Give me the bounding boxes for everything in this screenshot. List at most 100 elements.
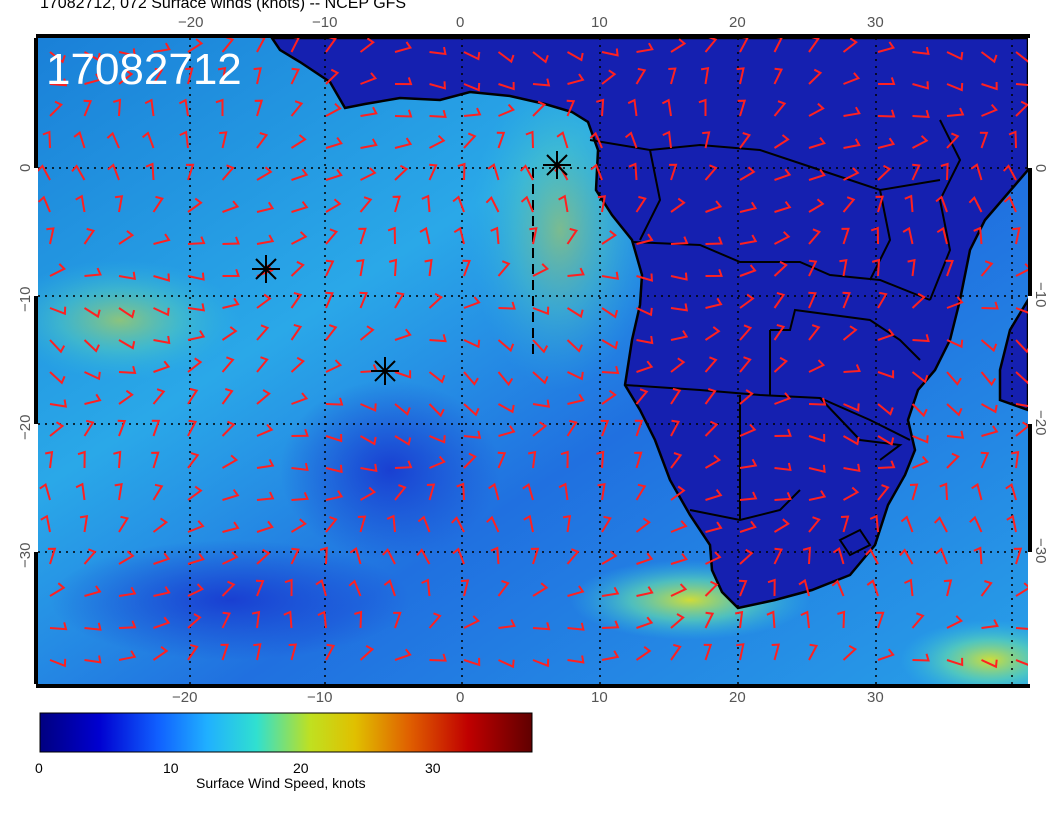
wind-barb [153,273,170,282]
wind-barb [256,423,274,437]
wind-barb [700,66,710,85]
wind-barb [774,462,792,472]
wind-barb [187,387,199,405]
wind-barb [808,516,821,533]
wind-barb [912,455,929,469]
wind-barb [773,260,788,277]
wind-barb [912,435,929,444]
wind-barb [360,167,377,181]
wind-barb [739,324,753,341]
wind-barb [290,67,301,85]
wind-barb [221,388,234,405]
wind-barb [601,307,619,319]
wind-barb [739,548,754,565]
wind-barb [288,643,298,661]
wind-barb [84,267,102,277]
wind-barb [601,365,620,375]
wind-barb [981,103,998,117]
wind-barb [290,100,304,117]
wind-barb [107,163,120,181]
wind-barb [840,515,850,533]
wind-barb [222,521,240,533]
wind-barb [969,515,983,533]
wind-barb [843,364,861,373]
wind-barb [1015,307,1028,314]
wind-barb [106,131,120,149]
chart-title: 17082712, 072 Surface winds (knots) -- N… [40,0,407,12]
wind-barb [670,643,682,661]
wind-barb [945,259,954,277]
wind-barb [151,419,161,437]
wind-barb [670,419,681,437]
wind-barb [325,38,337,53]
wind-barb [843,486,860,501]
wind-barb [84,655,102,664]
wind-barb [970,163,983,181]
wind-barb [773,67,784,85]
wind-barb [487,163,500,181]
wind-barb [394,291,405,309]
wind-barb [417,515,431,533]
wind-barb [698,98,707,116]
calm-zone [280,380,500,560]
wind-barb [429,435,446,444]
wind-barb [394,460,413,469]
wind-barb [877,291,888,309]
wind-barb [634,451,643,469]
wind-barb [144,98,155,117]
wind-barb [497,371,514,387]
wind-barb [453,226,465,245]
wind-barb [808,490,827,501]
wind-barb [596,98,605,117]
wind-barb [866,579,879,597]
wind-barb [49,371,66,385]
wind-barb [808,137,826,149]
wind-barb [773,100,787,117]
wind-barb [84,393,102,405]
frame-bottom-seg [462,684,600,688]
lon-tick-bottom: −20 [172,689,197,706]
wind-barb [360,435,377,446]
wind-barb [187,272,205,281]
wind-barb [668,163,678,181]
lon-tick-bottom: 30 [867,689,884,706]
wind-barb [325,490,344,501]
wind-barb [532,339,549,354]
wind-barb [419,226,431,245]
wind-barb [636,360,654,373]
wind-barb [49,622,68,631]
wind-barb [179,130,189,149]
wind-barb [118,365,137,374]
map-field [38,38,1028,684]
wind-barb [256,324,270,341]
madagascar [998,297,1028,412]
wind-barb [153,335,171,345]
wind-barb [912,109,930,118]
wind-barb [221,356,235,373]
wind-barb [290,260,305,277]
wind-barb [869,514,879,533]
wind-barb [567,622,585,631]
wind-barb [49,582,66,597]
wind-barb [118,515,129,533]
wind-barb [979,131,989,149]
wind-barb [83,548,97,565]
wind-barb [360,106,378,117]
wind-barb [291,392,309,405]
wind-barb [291,462,309,472]
wind-barb [152,388,166,405]
wind-barb [912,135,929,149]
wind-barb [627,98,638,117]
wind-barb [49,399,68,408]
wind-barb [1015,263,1028,277]
wind-barb [255,579,265,597]
wind-barb [118,650,137,661]
wind-barb [877,328,895,341]
wind-barb [463,132,477,149]
wind-barb [83,307,101,319]
wind-barb [222,200,240,213]
frame-left [34,38,38,168]
wind-barb [360,486,377,501]
wind-barb [773,323,786,341]
colorbar-label: Surface Wind Speed, knots [196,775,366,791]
